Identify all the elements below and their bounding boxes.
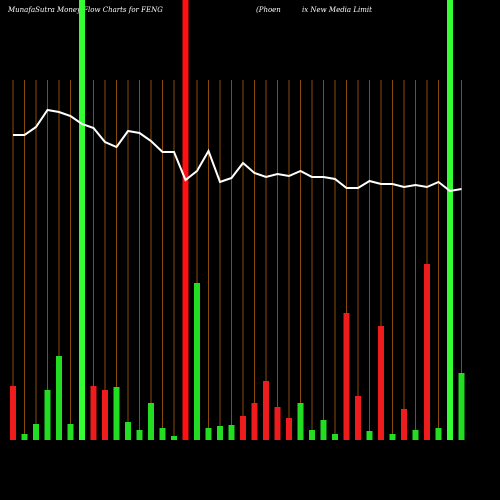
chart-title: MunafaSutra Money Flow Charts for FENG [7,6,163,14]
bar [263,381,269,440]
bar [435,428,442,440]
bar [67,424,74,440]
bar [389,434,396,440]
bar [366,431,373,440]
bar [251,403,258,440]
bar [274,407,281,440]
bar [343,313,350,440]
bar [205,428,212,440]
bar [102,390,108,440]
chart-subtitle: (Phoen [256,6,281,14]
bar [447,0,453,440]
bar [56,356,62,440]
bar [159,428,166,440]
bar [113,387,120,440]
bar [217,426,223,440]
bar [320,420,327,440]
bar [194,283,200,440]
bar [171,436,177,440]
bar [33,424,39,440]
bar [424,264,430,440]
bar [309,430,315,440]
bar [79,0,85,440]
bar [148,403,154,440]
bar [10,386,16,440]
bar [21,434,28,440]
bar [240,416,246,440]
line [13,108,462,193]
bar [136,430,143,440]
chart-subtitle: ix New Media Limit [302,6,372,14]
bar [412,430,419,440]
bar [125,422,131,440]
bar [228,425,235,440]
bar [355,396,361,440]
bar [44,390,51,440]
bar [332,434,338,440]
bar [286,418,292,440]
bar [297,403,304,440]
bar [90,386,97,440]
bar [401,409,407,440]
bar [378,326,384,440]
bar [458,373,465,440]
bar [182,0,189,440]
